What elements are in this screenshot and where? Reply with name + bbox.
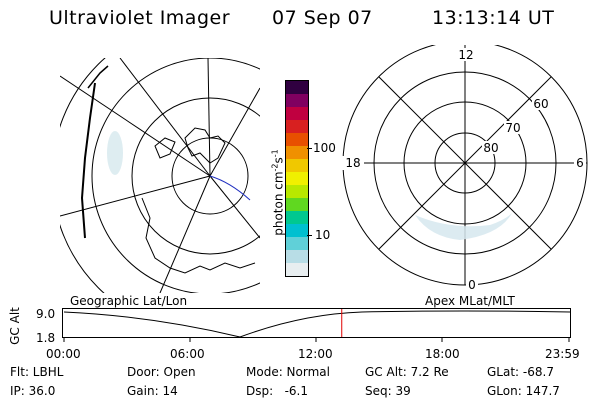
geographic-map-panel: [60, 58, 260, 293]
clock-label-6: 6: [576, 156, 584, 170]
colorbar-segment: [286, 146, 308, 159]
timeline-ytick-top: 9.0: [36, 307, 56, 321]
lat-circle: [60, 58, 106, 293]
colorbar-segment: [286, 224, 308, 237]
coastline: [154, 137, 176, 159]
timeline-axis-label: GC Alt: [8, 307, 22, 345]
clock-label-12: 12: [458, 48, 473, 62]
info-dsp: Dsp: -6.1: [246, 384, 309, 398]
clock-label-0: 0: [468, 278, 476, 292]
lat-circle: [131, 97, 260, 255]
meridian: [207, 58, 211, 177]
date-label: 07 Sep 07: [272, 7, 373, 29]
lat-label-60: 60: [533, 97, 548, 111]
colorbar-tick: [307, 148, 312, 149]
aurora-oval: [415, 213, 512, 240]
timeline-frame: [62, 308, 571, 338]
meridian: [209, 87, 260, 177]
colorbar-tick-label-10: 10: [315, 228, 331, 242]
instrument-title: Ultraviolet Imager: [49, 7, 231, 29]
colorbar-segment: [286, 263, 308, 276]
label-bg: [466, 277, 478, 291]
time-label: 13:13:14 UT: [432, 7, 555, 29]
meridian: [159, 175, 211, 293]
info-mode: Mode: Normal: [246, 365, 330, 379]
colorbar-segment: [286, 81, 308, 94]
colorbar-segment: [286, 159, 308, 172]
label-bg: [532, 97, 550, 110]
colorbar-segment: [286, 198, 308, 211]
meridian: [60, 175, 211, 217]
colorbar-unit-label: photon cm-2s-1: [270, 149, 286, 236]
info-glon: GLon: 147.7: [487, 384, 560, 398]
coastline: [184, 127, 226, 164]
polar-plot: 12 18 6 0 80 70 60: [342, 45, 588, 292]
colorbar-segment: [286, 120, 308, 133]
colorbar-segment: [286, 237, 308, 250]
timeline-ytick-bottom: 1.8: [36, 331, 56, 345]
timeline-xtick-4: 23:59: [545, 347, 580, 361]
colorbar-segment: [286, 185, 308, 198]
timeline-xtick-3: 18:00: [425, 347, 460, 361]
coastline: [80, 82, 96, 239]
colorbar-segment: [286, 94, 308, 107]
timeline-xtick-0: 00:00: [46, 347, 81, 361]
meridian: [209, 175, 260, 239]
timeline-xtick-1: 06:00: [170, 347, 205, 361]
colorbar-segment: [286, 250, 308, 263]
meridian: [119, 58, 211, 177]
colorbar-segment: [286, 133, 308, 146]
meridian: [60, 75, 211, 177]
lat-circle: [91, 58, 260, 293]
terminator-line: [209, 175, 251, 201]
label-bg: [574, 156, 586, 170]
colorbar: [285, 80, 309, 277]
colorbar-segment: [286, 211, 308, 224]
info-ip: IP: 36.0: [10, 384, 56, 398]
altitude-curve: [63, 310, 571, 338]
coastline: [87, 65, 109, 89]
coastline: [141, 197, 256, 274]
info-glat: GLat: -68.7: [487, 365, 554, 379]
info-door: Door: Open: [127, 365, 196, 379]
timeline-xtick-2: 12:00: [298, 347, 333, 361]
label-bg: [504, 121, 522, 134]
lat-label-80: 80: [483, 141, 498, 155]
lat-circle: [60, 58, 260, 293]
info-seq: Seq: 39: [365, 384, 411, 398]
info-gain: Gain: 14: [127, 384, 178, 398]
colorbar-tick: [307, 235, 312, 236]
apex-label: Apex MLat/MLT: [425, 294, 515, 308]
colorbar-segment: [286, 107, 308, 120]
label-bg: [342, 156, 364, 170]
info-gc-alt: GC Alt: 7.2 Re: [365, 365, 449, 379]
clock-label-18: 18: [345, 156, 360, 170]
label-bg: [482, 141, 500, 154]
colorbar-segment: [286, 172, 308, 185]
label-bg: [457, 48, 475, 61]
polar-axis: [378, 76, 552, 250]
aurora-patch: [107, 131, 123, 175]
info-flt: Flt: LBHL: [10, 365, 64, 379]
geographic-label: Geographic Lat/Lon: [70, 294, 188, 308]
lat-label-70: 70: [505, 121, 520, 135]
timeline-plot: [62, 308, 571, 342]
colorbar-tick-label-100: 100: [313, 141, 336, 155]
